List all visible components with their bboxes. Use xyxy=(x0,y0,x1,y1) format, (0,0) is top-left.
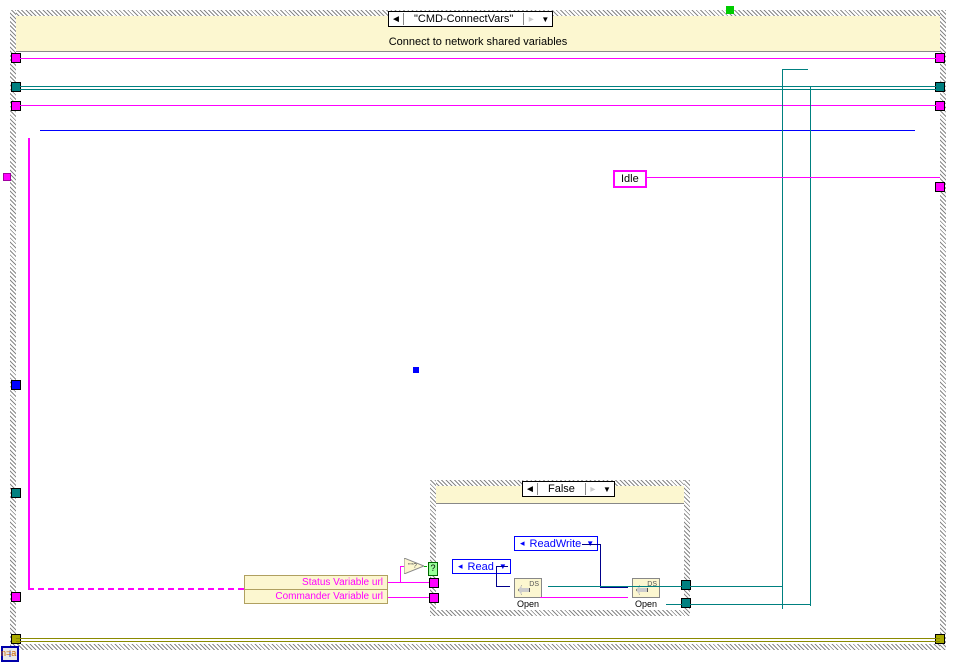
inner-case-label[interactable]: False xyxy=(537,483,586,495)
wire-top-magenta-2 xyxy=(16,105,940,106)
case-prev-icon[interactable]: ◄ xyxy=(389,12,403,26)
idle-constant[interactable]: Idle xyxy=(613,170,647,188)
inner-prev-icon[interactable]: ◄ xyxy=(523,482,537,496)
inner-tunnel-out1 xyxy=(681,580,691,590)
diagram-canvas: Connect to network shared variables ◄ "C… xyxy=(0,0,956,663)
unbundle-row-0[interactable]: Status Variable url xyxy=(245,576,387,590)
empty-string-check[interactable]: ""? xyxy=(404,558,424,574)
inner-dropdown-icon[interactable]: ▼ xyxy=(600,485,614,494)
wire-teal-v1 xyxy=(782,69,783,609)
wire-teal-out2 xyxy=(666,604,690,605)
enum-readwrite-text: ReadWrite xyxy=(527,538,585,550)
loop-label: n=a xyxy=(1,648,16,658)
tunnel-right-idle xyxy=(935,182,945,192)
wire-top-teal-b xyxy=(16,89,940,90)
wire-rw-v xyxy=(600,544,601,588)
inner-tunnel-url1 xyxy=(429,578,439,588)
tunnel-left-blue xyxy=(11,380,21,390)
wire-cluster-h xyxy=(28,588,244,590)
svg-text:""?: ""? xyxy=(408,563,417,570)
wire-teal-to-v2 xyxy=(690,604,810,605)
tunnel-left-3 xyxy=(11,101,21,111)
wire-read-v xyxy=(496,566,497,586)
blue-dot xyxy=(413,367,419,373)
wire-cluster-v xyxy=(28,138,30,588)
tunnel-left-teal xyxy=(11,488,21,498)
run-indicator xyxy=(726,6,734,14)
open-node-1[interactable]: Open xyxy=(508,578,548,609)
wire-top-magenta-1 xyxy=(16,58,940,59)
open-node-2[interactable]: Open xyxy=(626,578,666,609)
tunnel-right-3 xyxy=(935,101,945,111)
outer-case-label[interactable]: "CMD-ConnectVars" xyxy=(403,13,524,25)
case-selector-terminal: ? xyxy=(428,562,438,576)
tunnel-left-2 xyxy=(11,82,21,92)
open-label-1: Open xyxy=(508,599,548,609)
tunnel-right-err xyxy=(935,634,945,644)
tunnel-left-cluster xyxy=(11,592,21,602)
wire-idle xyxy=(645,177,940,178)
inner-case-selector[interactable]: ◄ False ▸ ▼ xyxy=(522,481,615,497)
wire-read-h1 xyxy=(496,566,508,567)
wire-rw-h2 xyxy=(600,587,628,588)
wire-top-teal-a xyxy=(16,86,940,87)
inner-tunnel-url2 xyxy=(429,593,439,603)
inner-border-bottom xyxy=(430,610,690,616)
left-pink-terminal xyxy=(3,173,11,181)
enum-prev-icon[interactable]: ◂ xyxy=(456,561,465,572)
outer-case-selector[interactable]: ◄ "CMD-ConnectVars" ▸ ▼ xyxy=(388,11,553,27)
wire-between-opens xyxy=(540,597,628,598)
inner-next-icon[interactable]: ▸ xyxy=(586,482,600,496)
case-next-icon[interactable]: ▸ xyxy=(524,12,538,26)
wire-err-a xyxy=(16,638,940,639)
wire-teal-v2 xyxy=(810,86,811,606)
open-label-2: Open xyxy=(626,599,666,609)
case-dropdown-icon[interactable]: ▼ xyxy=(538,15,552,24)
tunnel-right-2 xyxy=(935,82,945,92)
tunnel-left-err xyxy=(11,634,21,644)
wire-top-blue xyxy=(40,130,915,131)
wire-to-eq-v xyxy=(400,566,401,582)
case-border-bottom xyxy=(10,644,946,650)
wire-teal-to-v1 xyxy=(690,586,782,587)
unbundle-by-name[interactable]: Status Variable url Commander Variable u… xyxy=(244,575,388,604)
inner-border-right xyxy=(684,480,690,616)
outer-case-caption: Connect to network shared variables xyxy=(16,36,940,48)
enum-prev-icon-2[interactable]: ◂ xyxy=(518,538,527,549)
wire-err-b xyxy=(16,641,940,642)
wire-rw-h1 xyxy=(582,544,600,545)
unbundle-row-1[interactable]: Commander Variable url xyxy=(245,590,387,603)
wire-teal-h1 xyxy=(782,69,808,70)
datasocket-open-icon-2 xyxy=(632,578,660,598)
datasocket-open-icon xyxy=(514,578,542,598)
inner-tunnel-out2 xyxy=(681,598,691,608)
wire-teal-out1 xyxy=(548,586,688,587)
enum-read-text: Read xyxy=(465,561,497,573)
triangle-icon: ""? xyxy=(404,558,424,574)
idle-text: Idle xyxy=(621,173,639,185)
